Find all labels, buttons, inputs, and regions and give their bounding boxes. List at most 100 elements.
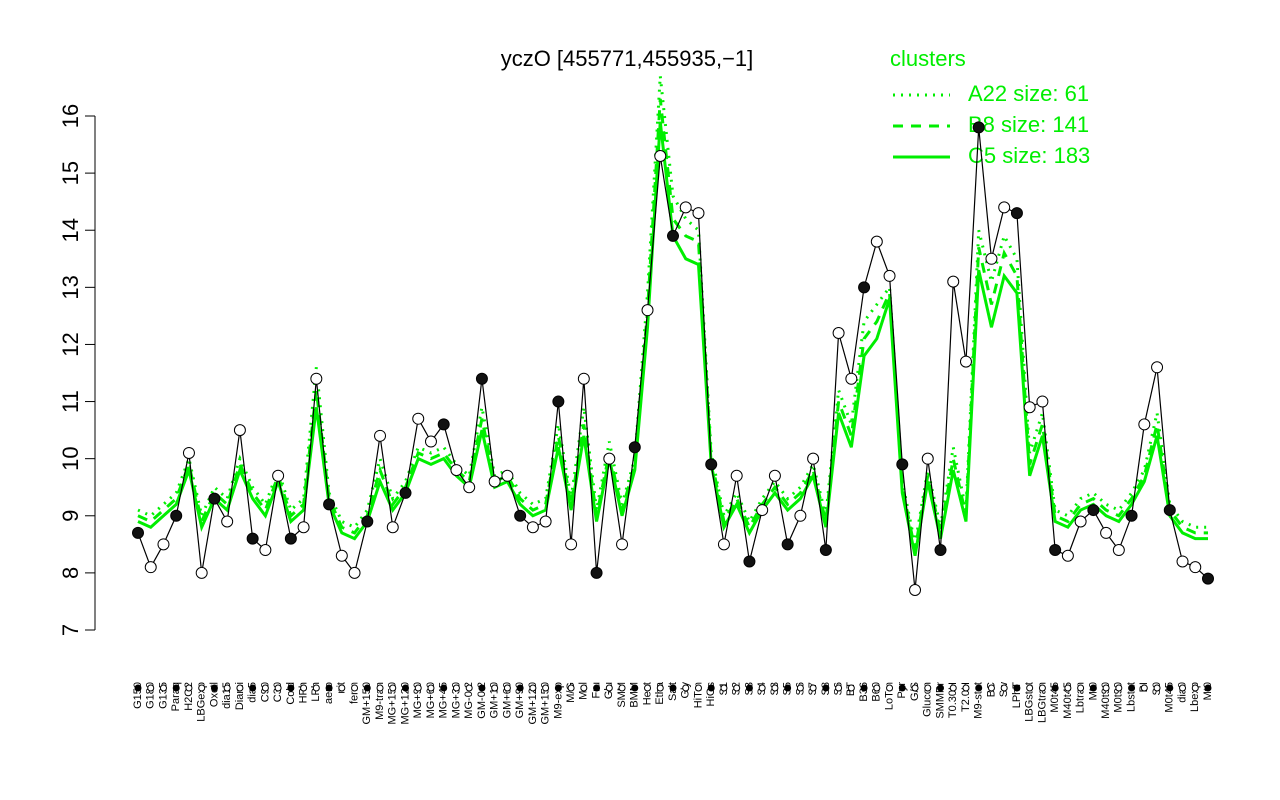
rug-dot (987, 684, 995, 692)
data-point (692, 207, 705, 220)
data-point (386, 521, 399, 534)
rug-dot (1166, 684, 1174, 692)
rug-dot (210, 684, 218, 692)
x-tick-label: MG+90 (412, 682, 424, 718)
rug-dot (962, 684, 970, 692)
rug-dot (1179, 684, 1187, 692)
data-point (794, 509, 807, 522)
rug-dot (924, 684, 932, 692)
rug-dot (937, 684, 944, 692)
data-point (233, 424, 246, 437)
legend-label: B8 size: 141 (968, 112, 1089, 137)
rug-dot (618, 684, 626, 692)
rug-dot (249, 684, 257, 692)
rug-dot (300, 684, 308, 692)
data-point (450, 464, 463, 477)
rug-dot (631, 684, 639, 692)
x-tick-label: GM+120 (527, 682, 539, 725)
rug-dot (1153, 684, 1161, 692)
y-tick-label: 11 (58, 390, 83, 413)
x-tick-label: MG+60 (425, 682, 437, 718)
data-point (1087, 504, 1100, 517)
rug-dot (1077, 684, 1085, 692)
x-tick-label: GM+10 (489, 682, 501, 718)
data-point (1049, 544, 1062, 557)
data-point (132, 526, 144, 539)
data-point (858, 281, 871, 294)
data-point (335, 549, 348, 562)
rug-dot (911, 684, 919, 692)
data-point (399, 486, 412, 499)
y-tick-label: 12 (58, 332, 83, 356)
rug-dot (580, 684, 588, 692)
rug-dot (656, 684, 664, 692)
data-point (1061, 549, 1074, 562)
data-point (1176, 555, 1189, 568)
x-tick-label: MG+120 (399, 682, 411, 725)
rug-dot (733, 684, 741, 692)
rug-dot (835, 684, 843, 692)
data-point (768, 469, 781, 482)
rug-dot (1013, 684, 1021, 692)
rug-dot (452, 684, 460, 692)
rug-dot (287, 684, 295, 692)
rug-dot (1128, 684, 1136, 692)
rug-dot (796, 684, 804, 692)
x-tick-label: MG+45 (438, 682, 450, 718)
data-point (1163, 504, 1176, 517)
y-tick-label: 15 (58, 161, 83, 185)
rug-dot (274, 684, 282, 692)
rug-dot (198, 684, 206, 692)
rug-dot (351, 684, 359, 692)
x-tick-label: LBGexp (196, 682, 208, 722)
data-point (246, 532, 259, 545)
rug-dot (503, 684, 511, 692)
data-point (1100, 526, 1113, 539)
rug-dot (516, 684, 524, 692)
data-point (437, 418, 450, 431)
rug-dot (134, 684, 142, 692)
x-tick-label: MG+30 (450, 682, 462, 718)
rug-dot (1038, 684, 1046, 692)
data-point (208, 492, 221, 505)
rug-dot (1204, 684, 1212, 692)
rug-dot (1102, 684, 1110, 692)
rug-dot (542, 684, 550, 692)
x-tick-label: MG-0.2 (463, 682, 475, 719)
rug-dot (758, 684, 766, 692)
rug-dot (376, 684, 384, 692)
rug-dot (185, 684, 193, 692)
data-point (374, 429, 387, 442)
rug-dot (159, 684, 167, 692)
y-tick-label: 7 (58, 624, 83, 636)
x-tick-label: M9-stat (973, 682, 985, 719)
rug-dot (682, 684, 690, 692)
data-point (654, 149, 667, 162)
data-point (667, 229, 679, 242)
rug-dot (427, 684, 435, 692)
data-point (972, 121, 985, 134)
data-point (947, 275, 960, 288)
data-point (424, 435, 437, 448)
rug-dot (886, 684, 894, 692)
data-point (463, 481, 476, 494)
rug-dot (465, 684, 473, 692)
x-tick-label: MG+150 (387, 682, 399, 725)
data-point (539, 515, 552, 528)
data-point (921, 452, 934, 465)
data-point (170, 509, 183, 522)
rug-dot (822, 684, 830, 692)
rug-dot (1026, 684, 1034, 692)
data-point (259, 544, 272, 557)
y-tick-label: 9 (58, 510, 83, 522)
rug-dot (325, 684, 333, 692)
data-point (883, 269, 896, 282)
legend-label: A22 size: 61 (968, 81, 1089, 106)
data-point (1138, 418, 1151, 431)
x-tick-label: GM+150 (540, 682, 552, 725)
data-point (297, 521, 310, 534)
data-point (221, 515, 234, 528)
x-tick-label: T0.30H (947, 682, 959, 718)
rug-dot (605, 684, 613, 692)
